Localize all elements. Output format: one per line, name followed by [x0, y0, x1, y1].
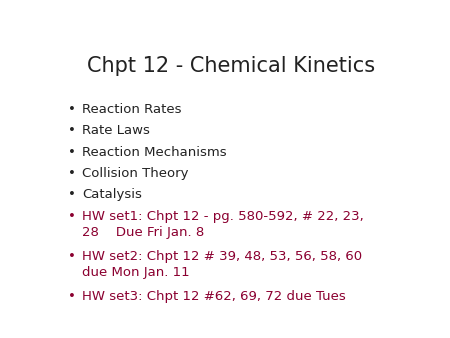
Text: Rate Laws: Rate Laws — [82, 124, 150, 137]
Text: •: • — [68, 188, 76, 201]
Text: Collision Theory: Collision Theory — [82, 167, 189, 180]
Text: HW set2: Chpt 12 # 39, 48, 53, 56, 58, 60
due Mon Jan. 11: HW set2: Chpt 12 # 39, 48, 53, 56, 58, 6… — [82, 250, 363, 279]
Text: •: • — [68, 146, 76, 159]
Text: HW set1: Chpt 12 - pg. 580-592, # 22, 23,
28    Due Fri Jan. 8: HW set1: Chpt 12 - pg. 580-592, # 22, 23… — [82, 210, 364, 239]
Text: •: • — [68, 250, 76, 263]
Text: •: • — [68, 210, 76, 223]
Text: Chpt 12 - Chemical Kinetics: Chpt 12 - Chemical Kinetics — [86, 56, 375, 76]
Text: •: • — [68, 290, 76, 303]
Text: •: • — [68, 124, 76, 137]
Text: Reaction Mechanisms: Reaction Mechanisms — [82, 146, 227, 159]
Text: HW set3: Chpt 12 #62, 69, 72 due Tues: HW set3: Chpt 12 #62, 69, 72 due Tues — [82, 290, 346, 303]
Text: Catalysis: Catalysis — [82, 188, 142, 201]
Text: •: • — [68, 167, 76, 180]
Text: •: • — [68, 103, 76, 116]
Text: Reaction Rates: Reaction Rates — [82, 103, 182, 116]
